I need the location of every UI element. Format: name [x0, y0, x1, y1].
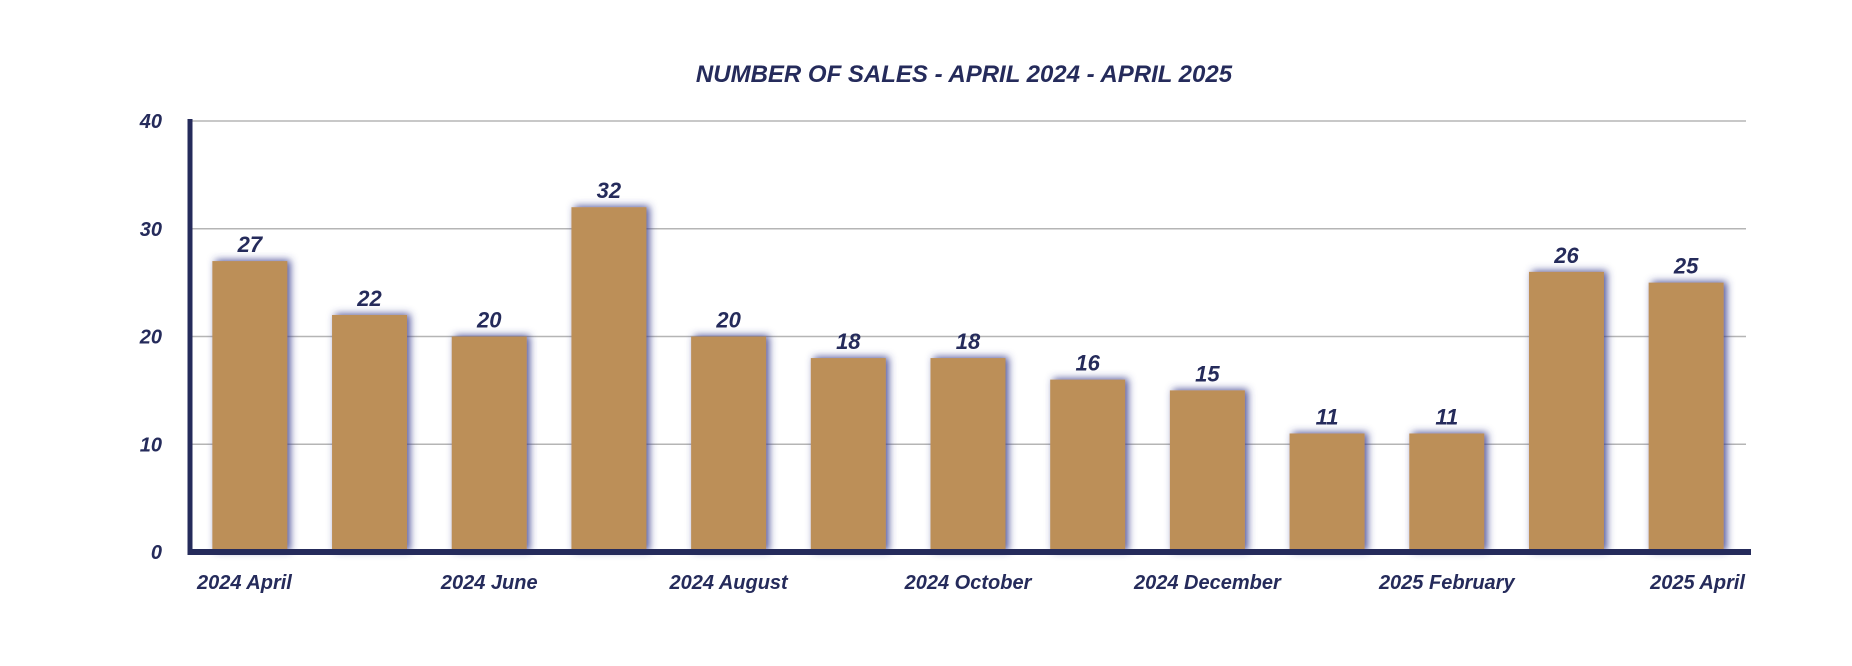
bar — [332, 314, 408, 552]
data-label: 27 — [237, 232, 264, 257]
bar — [1648, 282, 1724, 552]
x-axis-ticks: 2024 April 2024 June 2024 August 2024 Octob… — [196, 572, 1745, 594]
x-tick-label: 2024 August — [669, 572, 790, 594]
bar — [571, 207, 647, 552]
y-axis-ticks: 0 10 20 30 40 — [139, 111, 162, 564]
x-tick-label: 2025 April — [1649, 572, 1745, 594]
bar — [1528, 271, 1604, 552]
data-label: 26 — [1553, 243, 1579, 268]
data-label: 22 — [356, 286, 382, 311]
x-tick-label: 2025 February — [1378, 572, 1516, 594]
data-label: 15 — [1195, 361, 1220, 386]
x-tick-label: 2024 October — [904, 572, 1033, 594]
x-tick-label: 2024 June — [440, 572, 538, 594]
x-tick-label: 2024 December — [1133, 572, 1282, 594]
bar — [691, 336, 767, 552]
data-label: 11 — [1435, 404, 1458, 429]
data-label: 32 — [597, 178, 622, 203]
data-labels: 27 22 20 32 20 18 18 16 15 11 11 26 25 — [237, 178, 1700, 429]
bar — [451, 336, 527, 552]
y-tick-label: 10 — [140, 434, 162, 456]
data-label: 20 — [476, 308, 502, 333]
bar — [1050, 379, 1126, 552]
data-label: 18 — [956, 329, 981, 354]
y-tick-label: 0 — [151, 542, 162, 564]
y-tick-label: 40 — [139, 111, 162, 133]
bar — [1289, 433, 1365, 552]
bar — [212, 261, 288, 552]
data-label: 20 — [715, 308, 741, 333]
y-tick-label: 30 — [140, 219, 162, 241]
bars — [212, 207, 1724, 552]
x-tick-label: 2024 April — [196, 572, 292, 594]
bar — [1409, 433, 1485, 552]
axes — [187, 119, 1751, 555]
bar — [1169, 390, 1245, 552]
bar — [930, 358, 1006, 552]
data-label: 18 — [836, 329, 861, 354]
y-tick-label: 20 — [139, 327, 162, 349]
data-label: 11 — [1316, 404, 1339, 429]
data-label: 16 — [1075, 351, 1100, 376]
chart-title: NUMBER OF SALES - APRIL 2024 - APRIL 202… — [696, 61, 1233, 88]
data-label: 25 — [1673, 254, 1699, 279]
bar — [810, 358, 886, 552]
